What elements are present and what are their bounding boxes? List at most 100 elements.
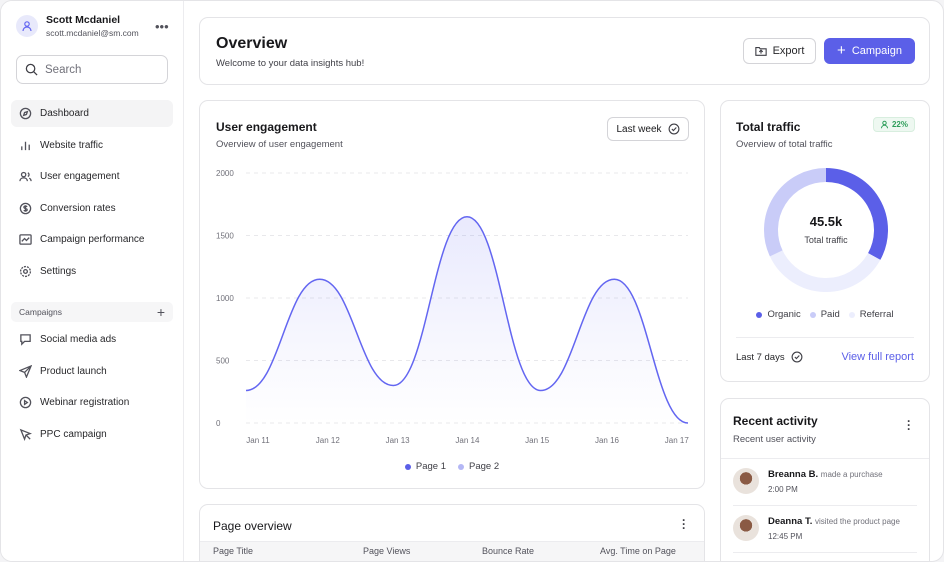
activity-action: visited the product page xyxy=(815,516,900,526)
legend-swatch xyxy=(809,311,816,318)
more-vertical-icon[interactable]: · · · xyxy=(907,414,911,436)
engagement-chart: 0 500 1000 1500 2000 Jan 11 Jan 12 Jan 13 Jan 14… xyxy=(216,169,689,445)
page-subtitle: Welcome to your data insights hub! xyxy=(216,58,365,69)
x-tick-label: Jan 12 xyxy=(316,436,341,445)
plus-icon[interactable]: + xyxy=(156,304,165,320)
growth-badge: 22% xyxy=(873,117,915,132)
overview-header: Overview Welcome to your data insights h… xyxy=(199,17,930,85)
card-title: Total traffic xyxy=(736,120,801,134)
legend-label: Page 1 xyxy=(415,461,446,472)
x-tick-label: Jan 14 xyxy=(455,436,480,445)
total-value: 45.5k xyxy=(809,214,843,229)
user-name: Scott Mcdaniel xyxy=(46,14,121,26)
sidebar-item-product-launch[interactable]: Product launch xyxy=(11,358,173,385)
sidebar-item-campaign-performance[interactable]: Campaign performance xyxy=(11,226,173,253)
column-header[interactable]: Page Views xyxy=(363,546,411,556)
legend-label: Paid xyxy=(820,309,840,320)
last-week-filter[interactable]: Last week xyxy=(607,117,689,141)
avatar xyxy=(16,15,38,37)
send-icon xyxy=(19,364,32,378)
divider xyxy=(721,458,929,459)
legend-label: Referral xyxy=(859,309,894,320)
divider xyxy=(733,505,917,506)
total-label: Total traffic xyxy=(804,235,848,245)
period-label: Last 7 days xyxy=(736,351,785,363)
more-vertical-icon[interactable]: · · · xyxy=(682,513,686,535)
badge-value: 22% xyxy=(891,120,908,129)
divider xyxy=(733,552,917,553)
sidebar-item-ppc-campaign[interactable]: PPC campaign xyxy=(11,421,173,448)
donut-segment-organic[interactable] xyxy=(825,168,888,260)
sidebar-item-settings[interactable]: Settings xyxy=(11,258,173,285)
sidebar-item-user-engagement[interactable]: User engagement xyxy=(11,163,173,190)
card-title: Page overview xyxy=(213,519,292,533)
legend-paid: Paid xyxy=(809,309,840,320)
y-tick-label: 500 xyxy=(216,357,230,366)
compass-icon xyxy=(19,107,32,120)
legend-swatch xyxy=(404,463,411,470)
donut-segment-paid[interactable] xyxy=(764,168,827,257)
more-icon[interactable]: ••• xyxy=(155,19,169,34)
legend-swatch xyxy=(756,311,763,318)
card-subtitle: Overview of total traffic xyxy=(736,139,833,150)
page-overview-card: Page overview · · · Page Title Page Views … xyxy=(199,504,705,561)
donut-segment-referral[interactable] xyxy=(769,250,881,292)
column-header[interactable]: Avg. Time on Page xyxy=(600,546,676,556)
nav-label: PPC campaign xyxy=(40,428,107,440)
period-selector[interactable]: Last 7 days xyxy=(736,351,803,363)
sidebar-item-dashboard[interactable]: Dashboard xyxy=(11,100,173,127)
check-circle-icon xyxy=(668,123,679,135)
legend-label: Organic xyxy=(767,309,801,320)
legend-page-2[interactable]: Page 2 xyxy=(458,461,499,472)
sidebar-item-webinar-registration[interactable]: Webinar registration xyxy=(11,389,173,416)
search-input[interactable]: Search xyxy=(16,55,168,84)
export-icon xyxy=(754,47,767,56)
main-nav: Dashboard Website traffic User engagemen… xyxy=(11,100,173,289)
page-1-area xyxy=(246,216,688,423)
plus-icon: + xyxy=(837,41,846,59)
search-icon xyxy=(25,63,38,76)
sidebar-item-conversion-rates[interactable]: Conversion rates xyxy=(11,195,173,222)
card-title: User engagement xyxy=(216,120,317,134)
activity-item[interactable]: Breanna B. made a purchase 2:00 PM xyxy=(733,468,883,494)
section-title: Campaigns xyxy=(19,307,62,317)
campaign-button[interactable]: + Campaign xyxy=(824,38,915,64)
legend-swatch xyxy=(458,463,464,470)
donut-legend: Organic Paid Referral xyxy=(721,309,929,320)
nav-label: User engagement xyxy=(40,171,120,182)
x-tick-label: Jan 15 xyxy=(525,436,550,445)
export-label: Export xyxy=(772,45,805,57)
x-tick-label: Jan 16 xyxy=(595,436,620,445)
sidebar-item-website-traffic[interactable]: Website traffic xyxy=(11,132,173,159)
card-title: Recent activity xyxy=(733,414,818,428)
column-header[interactable]: Page Title xyxy=(213,546,254,556)
legend-swatch xyxy=(848,311,855,318)
x-tick-label: Jan 13 xyxy=(386,436,411,445)
legend-organic: Organic xyxy=(756,309,801,320)
export-button[interactable]: Export xyxy=(743,38,816,64)
recent-activity-card: Recent activity Recent user activity · · ·… xyxy=(720,398,930,561)
avatar xyxy=(733,515,759,541)
activity-item[interactable]: Deanna T. visited the product page 12:45 … xyxy=(733,515,900,541)
y-tick-label: 0 xyxy=(216,419,221,428)
activity-user: Breanna B. xyxy=(768,468,819,480)
user-icon xyxy=(880,120,888,129)
view-full-report-link[interactable]: View full report xyxy=(841,351,914,363)
y-tick-label: 2000 xyxy=(216,169,234,178)
nav-label: Social media ads xyxy=(40,334,117,345)
page-1-line xyxy=(245,215,689,424)
user-email: scott.mcdaniel@sm.com xyxy=(46,28,139,38)
card-subtitle: Recent user activity xyxy=(733,434,816,445)
y-tick-label: 1000 xyxy=(216,294,234,303)
gear-icon xyxy=(19,265,32,277)
nav-label: Campaign performance xyxy=(40,234,145,245)
chart-legend: Page 1 Page 2 xyxy=(200,461,704,472)
campaign-label: Campaign xyxy=(851,45,902,57)
user-profile[interactable]: Scott Mcdaniel scott.mcdaniel@sm.com xyxy=(16,14,139,38)
sidebar-item-social-media-ads[interactable]: Social media ads xyxy=(11,326,173,353)
legend-page-1[interactable]: Page 1 xyxy=(404,461,446,472)
x-tick-label: Jan 11 xyxy=(246,436,270,445)
nav-label: Webinar registration xyxy=(40,397,130,408)
nav-label: Website traffic xyxy=(40,139,103,151)
column-header[interactable]: Bounce Rate xyxy=(482,546,535,556)
